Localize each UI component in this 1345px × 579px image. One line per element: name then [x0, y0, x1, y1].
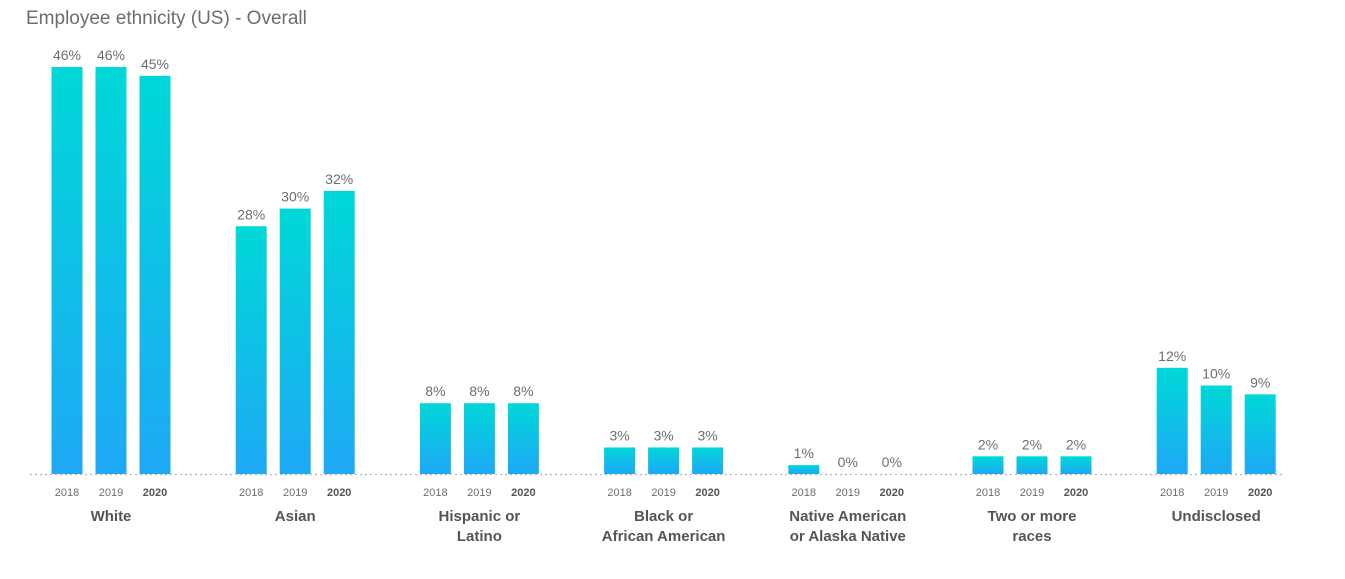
bar [972, 456, 1004, 474]
value-label: 8% [513, 383, 533, 399]
bar [95, 67, 127, 474]
year-tick-label: 2020 [880, 487, 904, 499]
year-tick-label: 2019 [836, 487, 860, 499]
category-label: Hispanic or [439, 508, 521, 525]
year-tick-label: 2018 [423, 487, 447, 499]
year-tick-label: 2020 [695, 487, 719, 499]
year-tick-label: 2018 [976, 487, 1000, 499]
bar [1156, 367, 1188, 474]
value-label: 9% [1250, 374, 1270, 390]
value-label: 46% [97, 47, 125, 63]
value-label: 1% [794, 445, 814, 461]
bar [323, 190, 355, 474]
value-label: 2% [1022, 436, 1042, 452]
year-tick-label: 2019 [99, 487, 123, 499]
year-tick-label: 2020 [327, 487, 351, 499]
category-label: Two or more [988, 508, 1077, 525]
category-label: Black or [634, 508, 693, 525]
bar [419, 403, 451, 474]
category-label: White [91, 508, 132, 525]
value-label: 8% [425, 383, 445, 399]
year-tick-label: 2020 [1064, 487, 1088, 499]
category-group: 1% 2018 0% 2019 0% 2020 Native American or Alas… [788, 445, 906, 545]
bar [788, 465, 820, 474]
bar [1016, 456, 1048, 474]
value-label: 45% [141, 56, 169, 72]
year-tick-label: 2020 [511, 487, 535, 499]
value-label: 2% [1066, 436, 1086, 452]
category-label: Undisclosed [1172, 508, 1261, 525]
year-tick-label: 2018 [1160, 487, 1184, 499]
category-label: Asian [275, 508, 316, 525]
category-group: 28% 2018 30% 2019 32% 2020 Asian [235, 171, 355, 525]
bar [51, 67, 83, 474]
bar [648, 447, 680, 474]
category-label: Latino [457, 528, 502, 545]
year-tick-label: 2019 [651, 487, 675, 499]
year-tick-label: 2019 [1020, 487, 1044, 499]
bar [463, 403, 495, 474]
chart-title: Employee ethnicity (US) - Overall [26, 8, 307, 29]
bar [1060, 456, 1092, 474]
year-tick-label: 2018 [239, 487, 263, 499]
bar [1244, 394, 1276, 474]
value-label: 8% [469, 383, 489, 399]
bar [235, 226, 267, 474]
bar [604, 447, 636, 474]
year-tick-label: 2018 [607, 487, 631, 499]
value-label: 32% [325, 171, 353, 187]
bar [692, 447, 724, 474]
value-label: 3% [653, 427, 673, 443]
value-label: 12% [1158, 348, 1186, 364]
year-tick-label: 2019 [283, 487, 307, 499]
category-group: 46% 2018 46% 2019 45% 2020 White [51, 47, 171, 525]
category-group: 8% 2018 8% 2019 8% 2020 Hispanic or Latino [419, 383, 539, 545]
value-label: 3% [609, 427, 629, 443]
year-tick-label: 2019 [1204, 487, 1228, 499]
category-group: 2% 2018 2% 2019 2% 2020 Two or more races [972, 436, 1092, 545]
value-label: 28% [237, 206, 265, 222]
bar [507, 403, 539, 474]
category-label: or Alaska Native [790, 528, 906, 545]
year-tick-label: 2018 [792, 487, 816, 499]
year-tick-label: 2020 [1248, 487, 1272, 499]
value-label: 10% [1202, 366, 1230, 382]
category-label: Native American [789, 508, 906, 525]
value-label: 0% [882, 454, 902, 470]
category-label: African American [602, 528, 726, 545]
bar [139, 75, 171, 474]
category-group: 12% 2018 10% 2019 9% 2020 Undisclosed [1156, 348, 1276, 525]
year-tick-label: 2018 [55, 487, 79, 499]
value-label: 2% [978, 436, 998, 452]
year-tick-label: 2019 [467, 487, 491, 499]
bar [1200, 385, 1232, 474]
value-label: 30% [281, 189, 309, 205]
category-label: races [1012, 528, 1051, 545]
value-label: 46% [53, 47, 81, 63]
value-label: 3% [697, 427, 717, 443]
year-tick-label: 2020 [143, 487, 167, 499]
bar [279, 208, 311, 474]
value-label: 0% [838, 454, 858, 470]
